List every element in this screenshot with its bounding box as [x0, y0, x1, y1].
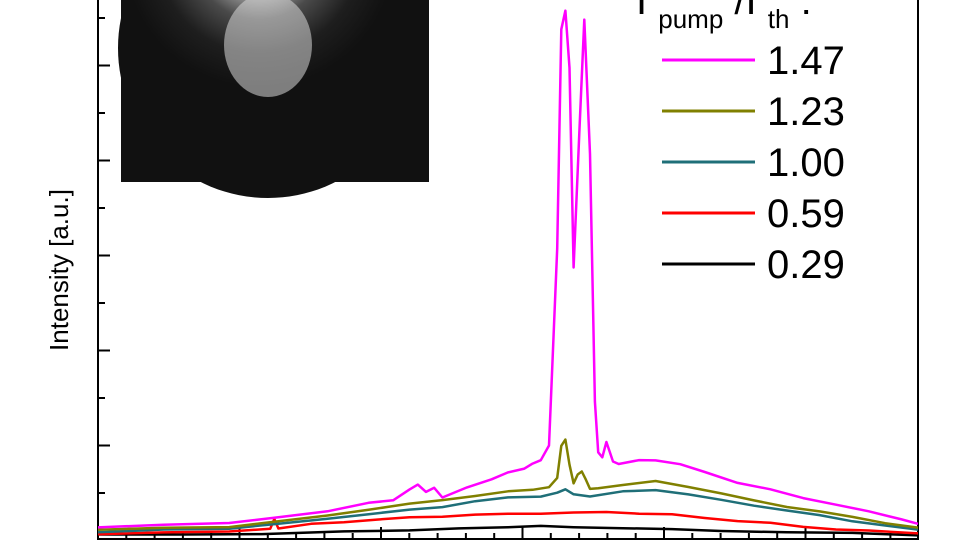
series-line-0.29 [98, 524, 919, 537]
legend-title-i: I [636, 0, 647, 23]
legend-title: I pump /I th : [636, 0, 812, 37]
legend-label-1.47: 1.47 [767, 39, 845, 83]
inset-image [118, 0, 429, 198]
legend-label-1.23: 1.23 [767, 90, 845, 134]
legend-title-sub-th: th [768, 4, 790, 34]
series-line-1.23 [97, 438, 919, 532]
legend-label-0.29: 0.29 [767, 243, 845, 287]
series-layer [97, 9, 919, 537]
legend: I pump /I th : 1.47 1.23 1.00 0.59 0.29 [636, 0, 845, 287]
legend-title-sub-pump: pump [658, 4, 723, 34]
legend-label-1.00: 1.00 [767, 141, 845, 185]
series-line-1.00 [97, 488, 919, 534]
y-axis-label: Intensity [a.u.] [44, 189, 74, 351]
series-line-1.47 [97, 9, 919, 529]
series-line-0.59 [97, 510, 919, 536]
y-ticks [98, 17, 110, 494]
legend-label-0.59: 0.59 [767, 192, 845, 236]
legend-title-sep: /I [734, 0, 756, 23]
legend-title-colon: : [801, 0, 812, 23]
